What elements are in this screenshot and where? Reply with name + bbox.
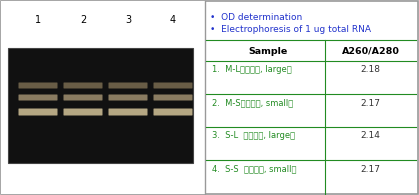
Text: 2.18: 2.18 [360, 66, 380, 74]
Bar [8, 48, 193, 163]
FancyBboxPatch shape [64, 95, 103, 100]
FancyBboxPatch shape [153, 108, 192, 115]
Text: •  OD determination: • OD determination [210, 12, 302, 21]
Text: Sample: Sample [248, 46, 287, 56]
FancyBboxPatch shape [153, 95, 192, 100]
Text: 2: 2 [80, 15, 86, 25]
FancyBboxPatch shape [109, 95, 147, 100]
FancyBboxPatch shape [109, 82, 147, 89]
FancyBboxPatch shape [153, 82, 192, 89]
Text: 2.14: 2.14 [361, 131, 380, 141]
Text: 3: 3 [125, 15, 131, 25]
Text: 2.17: 2.17 [360, 98, 380, 107]
Text: 1: 1 [35, 15, 41, 25]
FancyBboxPatch shape [64, 82, 103, 89]
FancyBboxPatch shape [64, 108, 103, 115]
FancyBboxPatch shape [109, 108, 147, 115]
Text: A260/A280: A260/A280 [341, 46, 399, 56]
Text: 2.  M-S（중헐어, small）: 2. M-S（중헐어, small） [212, 98, 293, 107]
Bar [1, 1, 205, 194]
Text: 3.  S-L  （소헐어, large）: 3. S-L （소헐어, large） [212, 131, 295, 141]
Text: •  Electrophoresis of 1 ug total RNA: • Electrophoresis of 1 ug total RNA [210, 26, 371, 35]
Text: 4: 4 [170, 15, 176, 25]
Text: 1.  M-L（중헐어, large）: 1. M-L（중헐어, large） [212, 66, 292, 74]
FancyBboxPatch shape [18, 95, 57, 100]
Text: 4.  S-S  （소헐어, small）: 4. S-S （소헐어, small） [212, 165, 297, 174]
Text: 2.17: 2.17 [360, 165, 380, 174]
FancyBboxPatch shape [18, 82, 57, 89]
FancyBboxPatch shape [18, 108, 57, 115]
